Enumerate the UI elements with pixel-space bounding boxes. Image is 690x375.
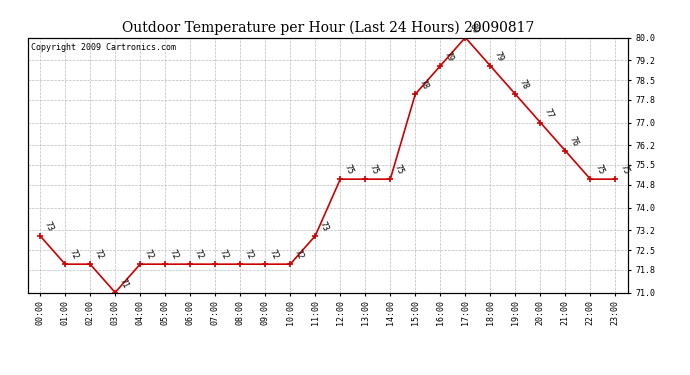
- Text: 72: 72: [168, 249, 180, 261]
- Text: 80: 80: [468, 22, 480, 35]
- Text: 75: 75: [343, 164, 355, 176]
- Text: 72: 72: [193, 249, 206, 261]
- Text: 75: 75: [618, 164, 631, 176]
- Text: 72: 72: [218, 249, 230, 261]
- Text: 75: 75: [368, 164, 380, 176]
- Text: 76: 76: [568, 135, 580, 148]
- Text: 73: 73: [43, 220, 55, 233]
- Text: 72: 72: [293, 249, 306, 261]
- Text: 75: 75: [593, 164, 606, 176]
- Text: 71: 71: [118, 277, 130, 290]
- Text: 78: 78: [418, 78, 431, 92]
- Text: 75: 75: [393, 164, 406, 176]
- Title: Outdoor Temperature per Hour (Last 24 Hours) 20090817: Outdoor Temperature per Hour (Last 24 Ho…: [121, 21, 534, 35]
- Text: 72: 72: [243, 249, 255, 261]
- Text: 78: 78: [518, 78, 531, 92]
- Text: 72: 72: [268, 249, 280, 261]
- Text: Copyright 2009 Cartronics.com: Copyright 2009 Cartronics.com: [30, 43, 175, 52]
- Text: 79: 79: [443, 50, 455, 63]
- Text: 77: 77: [543, 107, 555, 120]
- Text: 73: 73: [318, 220, 331, 233]
- Text: 79: 79: [493, 50, 506, 63]
- Text: 72: 72: [143, 249, 155, 261]
- Text: 72: 72: [93, 249, 106, 261]
- Text: 72: 72: [68, 249, 80, 261]
